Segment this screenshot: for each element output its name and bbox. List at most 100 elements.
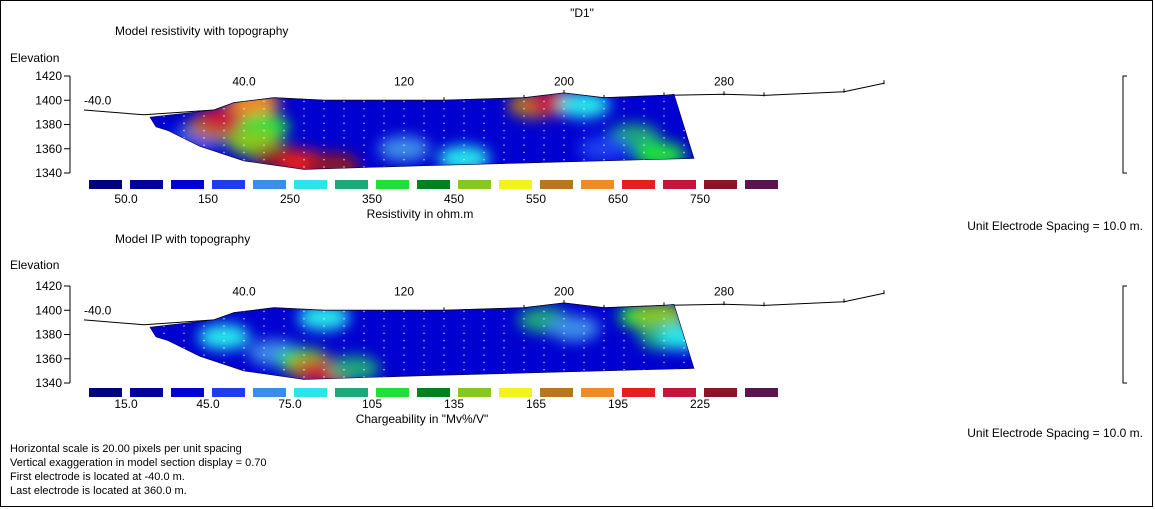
datum-point [203, 310, 205, 313]
datum-point [223, 332, 225, 335]
legend-swatch [89, 180, 122, 189]
datum-point [543, 310, 545, 313]
datum-point [583, 310, 585, 313]
datum-point [123, 115, 125, 117]
datum-point [243, 151, 245, 154]
datum-point [483, 325, 485, 327]
datum-point [483, 158, 485, 161]
datum-point [563, 347, 565, 349]
legend-swatch [212, 180, 245, 189]
datum-point [443, 100, 445, 103]
datum-point [503, 376, 505, 378]
right-axis-bracket [1122, 75, 1127, 174]
datum-point [683, 325, 685, 327]
datum-point [563, 100, 565, 103]
datum-point [603, 107, 605, 110]
datum-point [363, 100, 365, 103]
legend-swatch [335, 388, 368, 397]
datum-point [303, 107, 305, 110]
legend-swatch [130, 388, 163, 397]
datum-point [623, 144, 625, 146]
datum-point [203, 339, 205, 342]
datum-point [383, 100, 385, 103]
anomaly-layer [166, 93, 686, 170]
y-tick-label: 1340 [35, 166, 62, 180]
x-tick-label: 120 [394, 75, 414, 89]
datum-point [563, 122, 565, 125]
datum-point [663, 122, 665, 125]
datum-point [583, 361, 585, 364]
datum-point [283, 317, 285, 320]
datum-point [263, 317, 265, 320]
datum-point [543, 347, 545, 349]
datum-point [283, 310, 285, 313]
datum-point [483, 151, 485, 154]
datum-point [403, 137, 405, 139]
datum-point [543, 137, 545, 139]
datum-point [143, 144, 145, 146]
legend-swatch [704, 388, 737, 397]
datum-point [263, 166, 265, 168]
datum-point [283, 354, 285, 356]
datum-point [203, 144, 205, 146]
datum-point [303, 347, 305, 349]
datum-point [323, 122, 325, 125]
datum-point [123, 159, 125, 161]
datum-point [623, 361, 625, 364]
datum-point [303, 354, 305, 356]
datum-point [283, 347, 285, 349]
y-axis-label: Elevation [10, 258, 59, 272]
datum-point [143, 137, 145, 139]
datum-point [203, 317, 205, 320]
datum-point [663, 332, 665, 335]
datum-point [543, 166, 545, 168]
datum-point [383, 137, 385, 139]
datum-point [183, 361, 185, 364]
datum-point [683, 310, 685, 313]
y-axis-label: Elevation [10, 51, 59, 65]
datum-point [143, 325, 145, 327]
anomaly-blob [578, 135, 630, 162]
datum-point [363, 368, 365, 371]
legend-swatch [253, 180, 286, 189]
datum-point [123, 152, 125, 154]
legend-tick-label: 225 [690, 397, 710, 411]
anomaly-blob [198, 323, 250, 350]
datum-point [583, 166, 585, 168]
datum-point [223, 376, 225, 378]
legend-swatch [212, 388, 245, 397]
datum-point [283, 107, 285, 110]
datum-point [623, 166, 625, 168]
datum-point [583, 347, 585, 349]
datum-point [223, 137, 225, 139]
datum-point [123, 354, 125, 356]
section-outline [149, 92, 695, 170]
anomaly-blob [328, 355, 380, 380]
datum-point [283, 115, 285, 117]
datum-point [543, 317, 545, 320]
datum-point [583, 100, 585, 103]
legend-swatch [376, 180, 409, 189]
datum-point [603, 166, 605, 168]
datum-point [343, 361, 345, 364]
datum-point [323, 158, 325, 161]
legend-tick-label: 450 [444, 192, 464, 206]
datum-point [523, 158, 525, 161]
legend-label: Chargeability in "Mv%/V" [356, 412, 489, 426]
datum-point [323, 347, 325, 349]
datum-point [483, 317, 485, 320]
datum-point [623, 339, 625, 342]
legend-swatch [499, 388, 532, 397]
datum-point [623, 151, 625, 154]
datum-point [443, 166, 445, 168]
datum-point [163, 151, 165, 154]
datum-point [203, 354, 205, 356]
y-tick-label: 1360 [35, 352, 62, 366]
datum-point [163, 332, 165, 335]
datum-point [403, 310, 405, 313]
datum-point [643, 115, 645, 117]
datum-point [643, 361, 645, 364]
datum-point [183, 166, 185, 168]
datum-point [343, 144, 345, 146]
datum-point [343, 368, 345, 371]
